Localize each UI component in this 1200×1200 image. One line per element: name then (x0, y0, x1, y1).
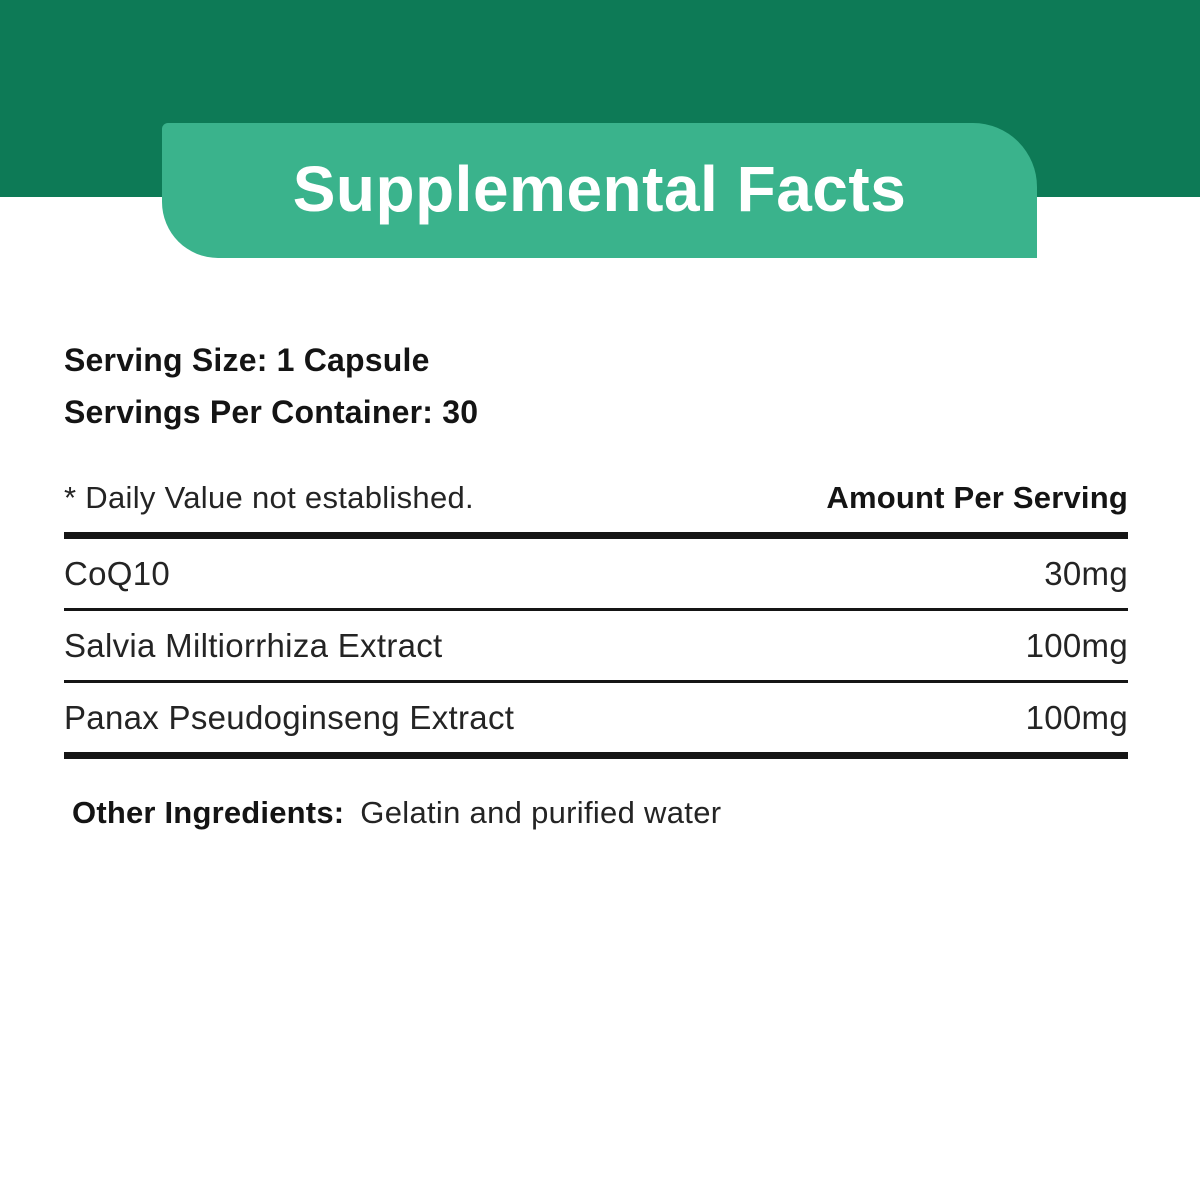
ingredient-name: Panax Pseudoginseng Extract (64, 698, 515, 736)
divider-thick-bottom (64, 752, 1128, 759)
facts-table: * Daily Value not established. Amount Pe… (64, 470, 1128, 831)
row-divider (64, 680, 1128, 683)
serving-info: Serving Size: 1 Capsule Servings Per Con… (64, 334, 478, 438)
ingredient-amount: 30mg (1044, 554, 1128, 592)
other-ingredients-value: Gelatin and purified water (360, 795, 722, 830)
divider-thick-top (64, 532, 1128, 539)
other-ingredients: Other Ingredients: Gelatin and purified … (64, 795, 1128, 831)
amount-per-serving-header: Amount Per Serving (826, 480, 1128, 515)
other-ingredients-label: Other Ingredients: (72, 795, 345, 830)
ingredient-amount: 100mg (1025, 626, 1128, 664)
row-divider (64, 608, 1128, 611)
table-row: Salvia Miltiorrhiza Extract 100mg (64, 611, 1128, 680)
servings-per-container-line: Servings Per Container: 30 (64, 394, 479, 430)
facts-table-header: * Daily Value not established. Amount Pe… (64, 470, 1128, 532)
table-row: CoQ10 30mg (64, 539, 1128, 608)
ingredient-amount: 100mg (1025, 698, 1128, 736)
table-row: Panax Pseudoginseng Extract 100mg (64, 683, 1128, 752)
daily-value-footnote: * Daily Value not established. (64, 480, 474, 515)
page-title: Supplemental Facts (292, 152, 907, 225)
serving-size-line: Serving Size: 1 Capsule (64, 342, 430, 378)
title-banner: Supplemental Facts (162, 123, 1037, 258)
ingredient-name: Salvia Miltiorrhiza Extract (64, 626, 443, 664)
ingredient-name: CoQ10 (64, 554, 171, 592)
